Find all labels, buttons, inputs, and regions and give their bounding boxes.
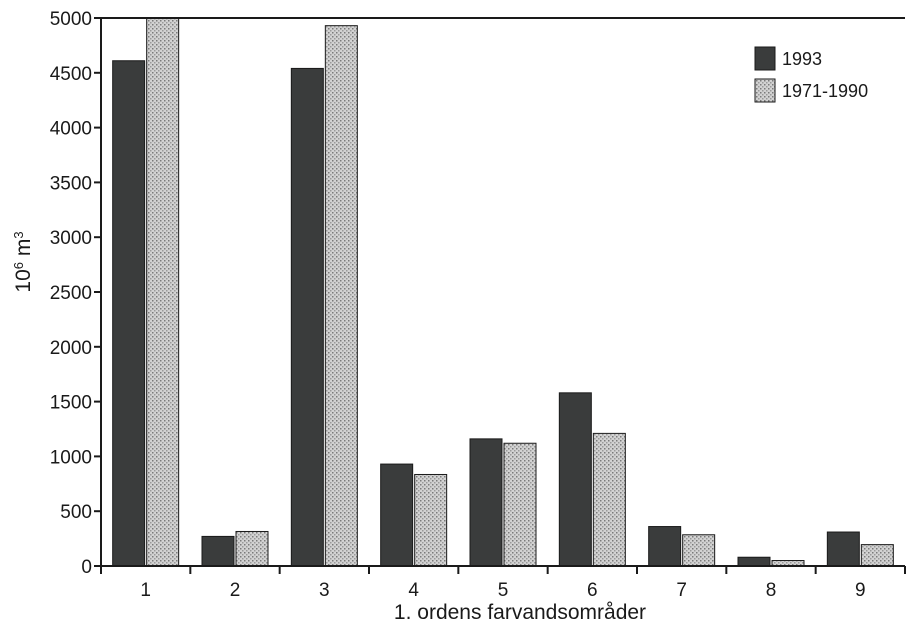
y-tick-label-3000: 3000 xyxy=(50,228,92,249)
x-tick-label-3: 3 xyxy=(319,580,330,601)
y-axis-title-exponent-2: 3 xyxy=(11,231,26,238)
x-tick-label-9: 9 xyxy=(855,580,866,601)
bar-1993-cat-9 xyxy=(826,531,860,567)
bar-1993-cat-5 xyxy=(469,438,503,567)
x-tick-label-7: 7 xyxy=(676,580,687,601)
y-tick-label-4500: 4500 xyxy=(50,64,92,85)
bar-1993-cat-1 xyxy=(112,60,146,567)
legend-label-1971-1990: 1971-1990 xyxy=(782,81,868,101)
legend-swatch-1971-1990 xyxy=(754,78,776,103)
bar-1993-cat-8 xyxy=(737,556,771,567)
x-axis-title: 1. ordens farvandsområder xyxy=(394,601,646,624)
bar-1971-1990-cat-3 xyxy=(324,25,358,567)
y-tick-label-4000: 4000 xyxy=(50,119,92,140)
bar-1993-cat-3 xyxy=(290,67,324,567)
x-tick-label-1: 1 xyxy=(140,580,151,601)
bar-1993-cat-4 xyxy=(380,463,414,567)
x-tick-label-2: 2 xyxy=(230,580,241,601)
legend-swatch-1993 xyxy=(754,46,776,71)
bar-1993-cat-2 xyxy=(201,535,235,567)
bar-1971-1990-cat-1 xyxy=(146,17,180,567)
x-tick-label-5: 5 xyxy=(498,580,509,601)
y-axis-title-base: 10 xyxy=(12,269,35,292)
y-axis-title: 106 m3 xyxy=(11,231,36,292)
y-axis-title-exponent-1: 6 xyxy=(11,262,26,269)
x-tick-label-8: 8 xyxy=(766,580,777,601)
y-tick-label-2500: 2500 xyxy=(50,283,92,304)
x-ticks-group: 1 2 3 4 5 6 7 8 9 xyxy=(100,566,906,601)
y-tick-label-2000: 2000 xyxy=(50,338,92,359)
bar-1971-1990-cat-9 xyxy=(860,544,894,567)
y-tick-label-5000: 5000 xyxy=(50,9,92,30)
bar-1971-1990-cat-4 xyxy=(414,473,448,567)
bar-1971-1990-cat-7 xyxy=(682,534,716,567)
y-tick-label-500: 500 xyxy=(60,502,92,523)
x-tick-label-6: 6 xyxy=(587,580,598,601)
y-tick-label-3500: 3500 xyxy=(50,173,92,194)
bar-1993-cat-7 xyxy=(648,526,682,567)
bar-1971-1990-cat-6 xyxy=(592,432,626,567)
y-tick-label-0: 0 xyxy=(81,557,92,578)
y-axis-title-unit: m xyxy=(12,239,35,262)
y-ticks-group: 0 500 1000 1500 2000 2500 3000 3500 4000 4500 5000 xyxy=(50,9,101,578)
legend: 1993 1971-1990 xyxy=(754,46,868,103)
legend-label-1993: 1993 xyxy=(782,49,822,69)
bar-1971-1990-cat-2 xyxy=(235,530,269,567)
bar-1993-cat-6 xyxy=(558,392,592,567)
bars-group xyxy=(112,17,894,567)
bar-1971-1990-cat-5 xyxy=(503,442,537,567)
y-tick-label-1000: 1000 xyxy=(50,447,92,468)
x-tick-label-4: 4 xyxy=(408,580,419,601)
y-tick-label-1500: 1500 xyxy=(50,393,92,414)
